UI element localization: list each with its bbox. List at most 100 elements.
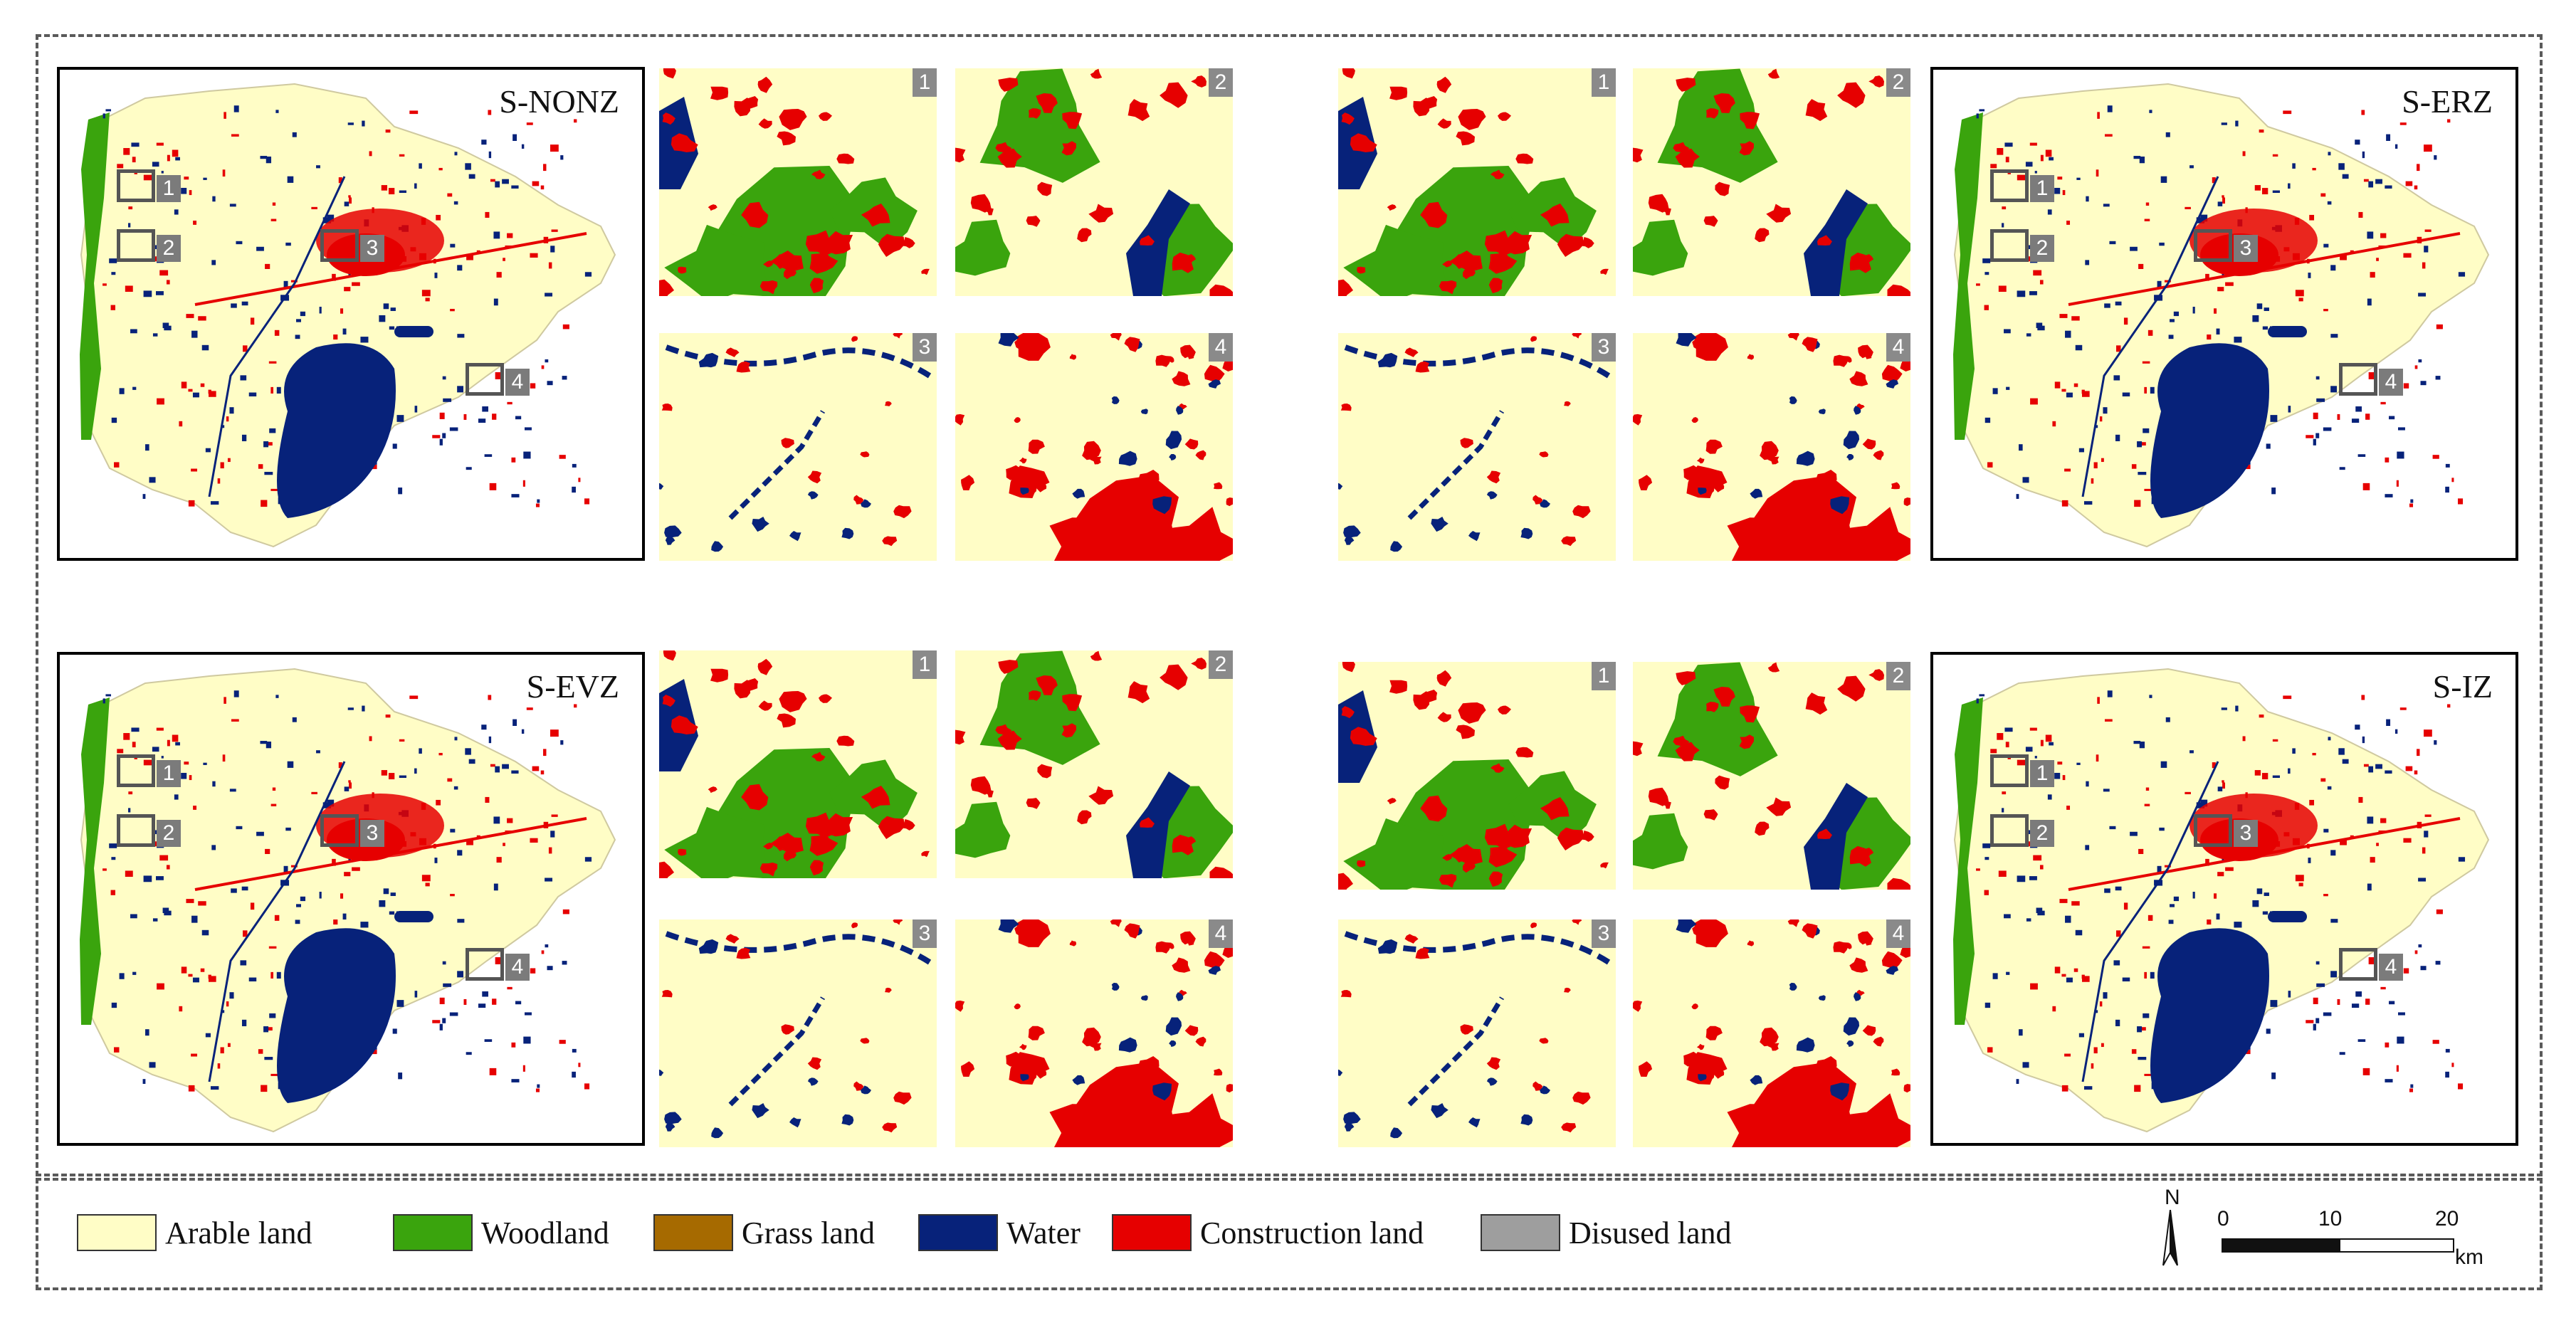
zoom-tile-s-iz-3: 3 [1338, 919, 1616, 1147]
tile-number: 1 [913, 68, 937, 97]
tile-number: 4 [1209, 333, 1233, 362]
zoom-marker-4 [2339, 363, 2377, 396]
zoom-tile-s-evz-1: 1 [659, 650, 937, 878]
zoom-tile-s-erz-2: 2 [1633, 68, 1910, 296]
tile-graphic [659, 650, 930, 878]
zoom-marker-3 [320, 814, 359, 847]
legend-swatch [1481, 1214, 1560, 1251]
legend-swatch [77, 1214, 157, 1251]
legend-item-construction-land: Construction land [1112, 1213, 1424, 1253]
zoom-marker-2 [1990, 229, 2029, 262]
scale-tick-10: 10 [2318, 1207, 2343, 1230]
scale-bar: N 0 10 20 km [2160, 1186, 2483, 1274]
tile-graphic [1633, 68, 1910, 296]
zoom-marker-1 [1990, 169, 2029, 202]
zoom-marker-label: 2 [157, 820, 181, 847]
tile-graphic [1633, 919, 1910, 1147]
legend-panel-frame [36, 1178, 2543, 1290]
tile-number: 4 [1886, 919, 1910, 948]
tile-graphic [1338, 662, 1609, 890]
zoom-tile-s-nonz-3: 3 [659, 333, 937, 561]
zoom-marker-label: 4 [2379, 369, 2403, 396]
legend-item-water: Water [918, 1213, 1081, 1253]
tile-number: 1 [913, 650, 937, 679]
tile-number: 2 [1886, 662, 1910, 690]
legend-label: Water [1006, 1215, 1081, 1250]
tile-number: 1 [1592, 662, 1616, 690]
zoom-marker-label: 2 [157, 235, 181, 262]
tile-graphic [955, 919, 1233, 1147]
scale-unit: km [2455, 1245, 2483, 1269]
scale-tick-0: 0 [2217, 1207, 2229, 1230]
map-s-nonz: S-NONZ 1 2 3 4 [57, 67, 645, 561]
tile-graphic [955, 333, 1233, 561]
tile-number: 3 [913, 919, 937, 948]
zoom-marker-label: 3 [360, 235, 384, 262]
zoom-tile-s-nonz-4: 4 [955, 333, 1233, 561]
region-map-graphic [1953, 83, 2490, 548]
zoom-tile-s-nonz-2: 2 [955, 68, 1233, 296]
tile-graphic [1338, 333, 1611, 552]
map-s-iz: S-IZ 1 2 3 4 [1930, 652, 2518, 1146]
zoom-marker-label: 3 [360, 820, 384, 847]
zoom-marker-2 [1990, 814, 2029, 847]
zoom-marker-label: 1 [2030, 175, 2054, 202]
legend-item-disused-land: Disused land [1481, 1213, 1732, 1253]
tile-number: 3 [1592, 333, 1616, 362]
tile-number: 4 [1209, 919, 1233, 948]
zoom-marker-3 [2194, 229, 2232, 262]
tile-graphic [1338, 68, 1609, 296]
legend-item-woodland: Woodland [393, 1213, 609, 1253]
zoom-marker-label: 3 [2234, 820, 2258, 847]
legend-swatch [918, 1214, 998, 1251]
zoom-marker-1 [117, 754, 155, 787]
map-title: S-NONZ [499, 83, 619, 120]
legend-swatch [653, 1214, 733, 1251]
legend-swatch [1112, 1214, 1192, 1251]
zoom-tile-s-iz-2: 2 [1633, 662, 1910, 890]
zoom-tile-s-erz-1: 1 [1338, 68, 1616, 296]
zoom-marker-label: 2 [2030, 820, 2054, 847]
map-s-evz: S-EVZ 1 2 3 4 [57, 652, 645, 1146]
tile-number: 4 [1886, 333, 1910, 362]
zoom-tile-s-erz-3: 3 [1338, 333, 1616, 561]
zoom-marker-label: 2 [2030, 235, 2054, 262]
zoom-marker-3 [320, 229, 359, 262]
scale-bar-graphic [2222, 1238, 2454, 1253]
tile-graphic [1338, 919, 1611, 1139]
legend-label: Disused land [1569, 1215, 1732, 1250]
zoom-tile-s-evz-2: 2 [955, 650, 1233, 878]
north-label: N [2165, 1186, 2180, 1209]
zoom-marker-1 [1990, 754, 2029, 787]
tile-graphic [659, 333, 932, 552]
legend-label: Grass land [742, 1215, 875, 1250]
map-title: S-IZ [2432, 668, 2493, 705]
zoom-tile-s-evz-3: 3 [659, 919, 937, 1147]
zoom-tile-s-iz-1: 1 [1338, 662, 1616, 890]
tile-number: 3 [913, 333, 937, 362]
zoom-marker-label: 4 [505, 369, 530, 396]
tile-graphic [659, 919, 932, 1139]
zoom-tile-s-erz-4: 4 [1633, 333, 1910, 561]
legend-item-arable-land: Arable land [77, 1213, 312, 1253]
zoom-marker-2 [117, 814, 155, 847]
zoom-marker-label: 4 [505, 954, 530, 981]
tile-graphic [955, 650, 1233, 878]
scale-tick-20: 20 [2435, 1207, 2459, 1230]
legend-swatch [393, 1214, 473, 1251]
tile-graphic [659, 68, 930, 296]
map-s-erz: S-ERZ 1 2 3 4 [1930, 67, 2518, 561]
region-map-graphic [1953, 668, 2490, 1133]
legend-label: Woodland [481, 1215, 609, 1250]
legend-item-grass-land: Grass land [653, 1213, 875, 1253]
zoom-marker-4 [2339, 948, 2377, 981]
tile-number: 1 [1592, 68, 1616, 97]
tile-number: 2 [1886, 68, 1910, 97]
legend-label: Arable land [165, 1215, 312, 1250]
zoom-marker-1 [117, 169, 155, 202]
zoom-tile-s-iz-4: 4 [1633, 919, 1910, 1147]
tile-graphic [955, 68, 1233, 296]
zoom-marker-label: 3 [2234, 235, 2258, 262]
zoom-marker-3 [2194, 814, 2232, 847]
legend-label: Construction land [1200, 1215, 1424, 1250]
